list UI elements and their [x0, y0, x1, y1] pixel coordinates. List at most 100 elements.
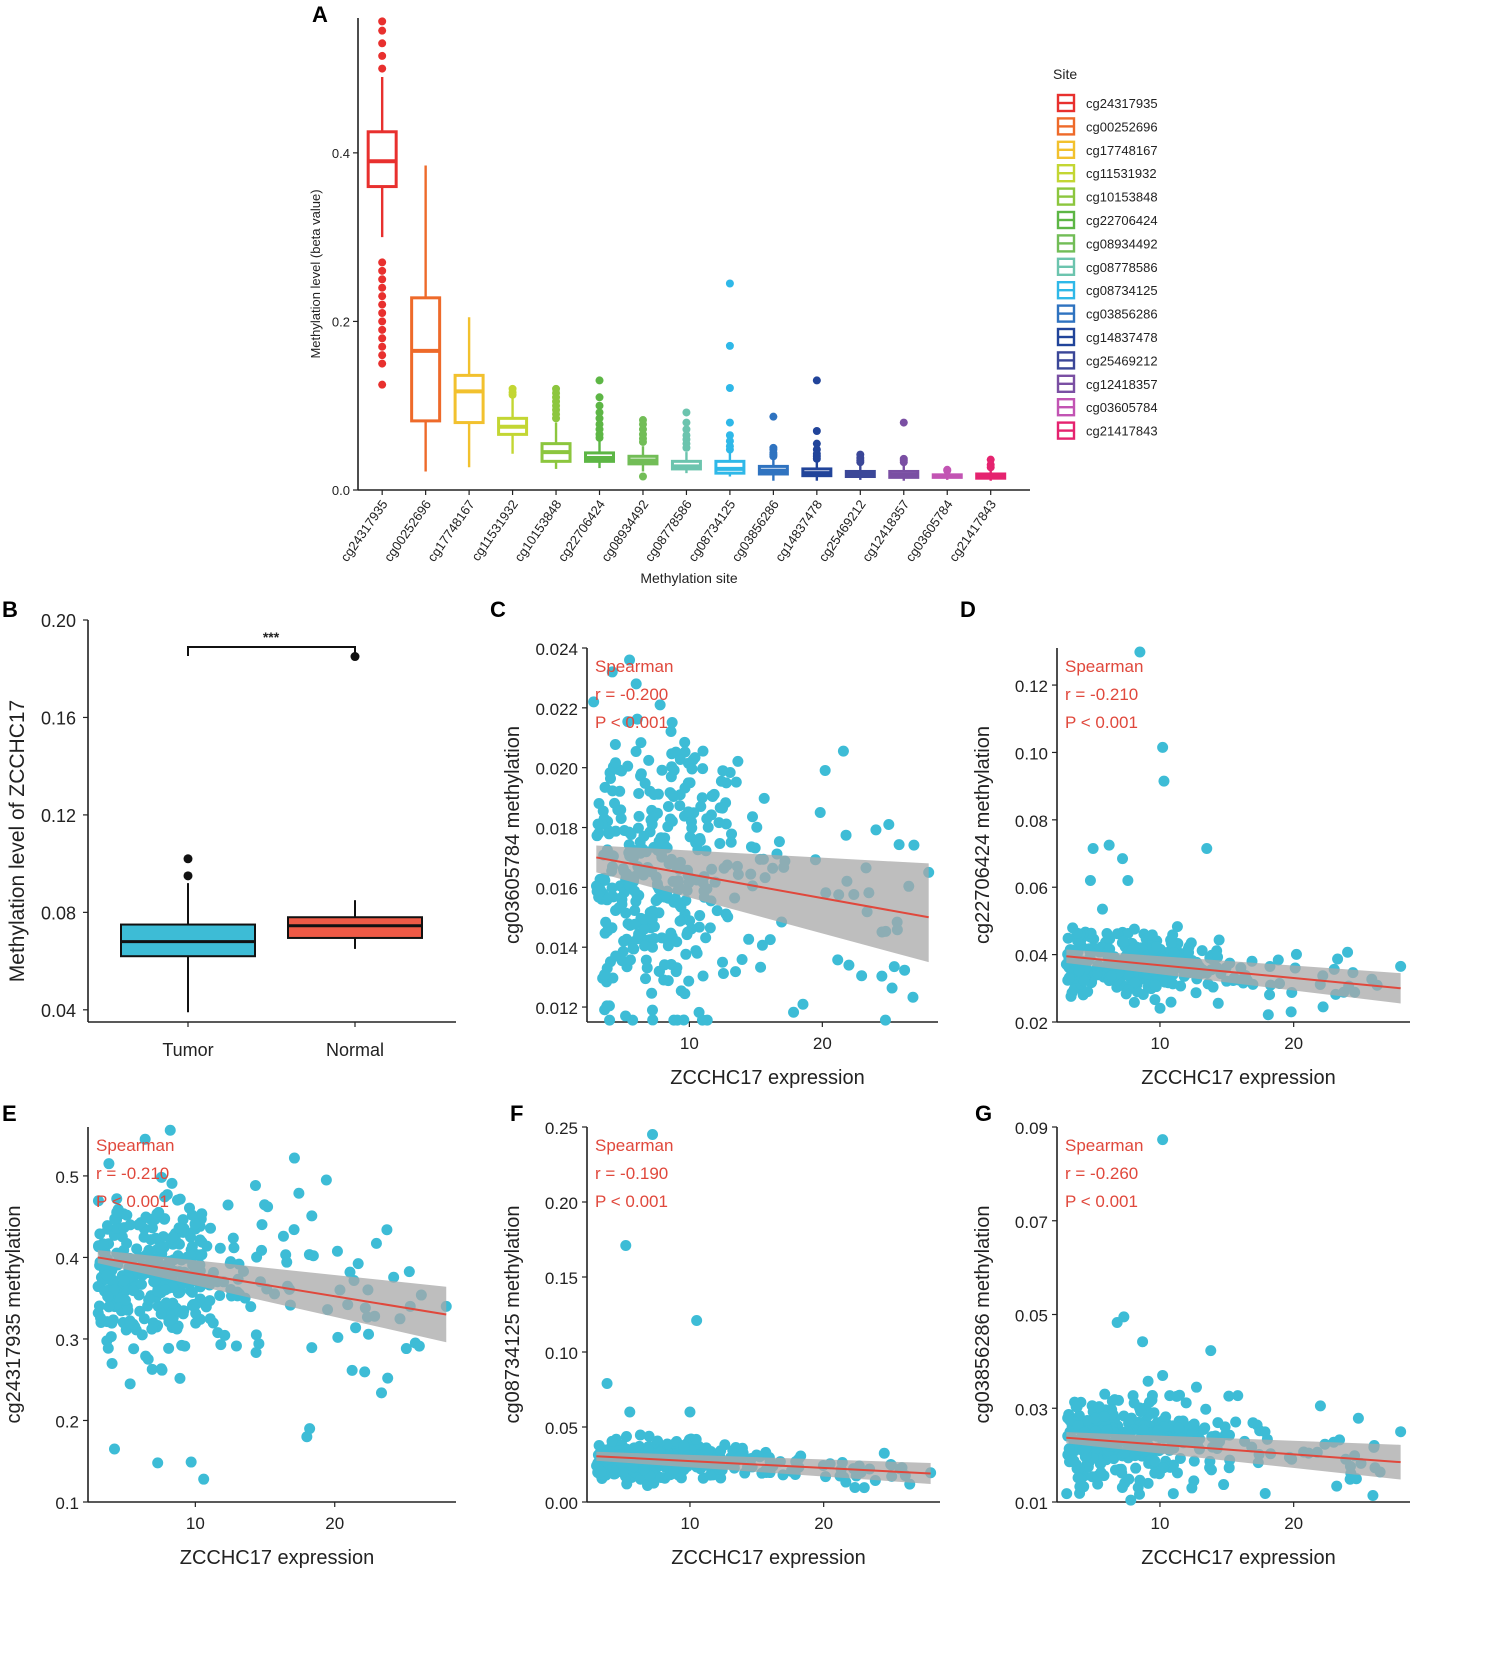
panel-c-point — [888, 961, 900, 973]
panel-g-point — [1108, 1453, 1120, 1465]
panel-a-outlier — [812, 376, 821, 385]
panel-f-point — [691, 1315, 703, 1326]
panel-c-annotation: r = -0.200 — [595, 685, 668, 704]
panel-c-point — [702, 821, 714, 833]
panel-e-point — [359, 1366, 371, 1378]
panel-e-xtick-label: 20 — [325, 1514, 344, 1533]
panel-e-point — [190, 1307, 202, 1319]
panel-c-point — [695, 801, 707, 813]
panel-a-outlier — [682, 408, 691, 417]
panel-c-x-label: ZCCHC17 expression — [670, 1067, 865, 1089]
panel-a-outlier — [378, 64, 387, 73]
panel-a-ytick-label: 0.2 — [332, 314, 350, 329]
panel-c-point — [638, 830, 650, 842]
panel-c-point — [679, 988, 691, 1000]
panel-d-point — [1171, 921, 1183, 933]
panel-c-point — [638, 914, 650, 926]
panel-c-point — [647, 1014, 659, 1026]
panel-c-point — [604, 1014, 616, 1026]
panel-a-outlier — [378, 380, 387, 389]
panel-label-c: C — [490, 597, 506, 622]
panel-d-point — [1128, 923, 1140, 935]
panel-e-point — [196, 1208, 208, 1220]
panel-e-x-label: ZCCHC17 expression — [180, 1547, 375, 1569]
panel-d-point — [1342, 946, 1354, 958]
panel-g-point — [1128, 1397, 1140, 1409]
legend-label: cg03605784 — [1086, 400, 1158, 415]
panel-d-point — [1146, 929, 1158, 941]
panel-c-point — [788, 1006, 800, 1018]
panel-e-point — [381, 1224, 393, 1236]
panel-f-point — [606, 1435, 618, 1447]
significance-bracket — [187, 646, 356, 656]
panel-g-point — [1064, 1414, 1076, 1426]
panel-g-point — [1223, 1390, 1235, 1402]
panel-c-point — [622, 760, 634, 772]
panel-c-point — [711, 905, 723, 917]
panel-e-point — [198, 1473, 210, 1485]
panel-f-point — [858, 1482, 870, 1494]
panel-a-outlier — [725, 341, 734, 350]
panel-c-point — [745, 841, 757, 853]
panel-e-point — [375, 1387, 387, 1399]
panel-e-ytick-label: 0.5 — [55, 1168, 79, 1187]
panel-d-confidence-band — [1066, 949, 1401, 1004]
panel-a-outlier — [378, 334, 387, 343]
panel-e-annotation: Spearman — [96, 1136, 174, 1155]
panel-c-point — [662, 800, 674, 812]
panel-d-point — [1106, 970, 1118, 982]
panel-a-outlier — [595, 393, 604, 402]
panel-c-ytick-label: 0.012 — [535, 999, 578, 1018]
legend-label: cg08934492 — [1086, 236, 1158, 251]
panel-e-point — [122, 1304, 134, 1316]
panel-c-annotation: P < 0.001 — [595, 713, 668, 732]
panel-d-point — [1131, 986, 1143, 998]
panel-b-box — [287, 916, 423, 939]
panel-a-ytick-label: 0.4 — [332, 146, 350, 161]
panel-d-point — [1126, 945, 1138, 957]
panel-a-box — [410, 296, 442, 423]
panel-g-point — [1137, 1424, 1149, 1436]
panel-c-ytick-label: 0.022 — [535, 700, 578, 719]
panel-g-point — [1149, 1455, 1161, 1467]
panel-a-y-label: Methylation level (beta value) — [308, 189, 323, 358]
panel-c-point — [690, 945, 702, 957]
panel-d-point — [1120, 988, 1132, 1000]
panel-f-ytick-label: 0.15 — [545, 1269, 578, 1288]
panel-b-ytick-label: 0.04 — [41, 1001, 76, 1021]
panel-c-point — [597, 805, 609, 817]
panel-f-point — [643, 1430, 655, 1442]
panel-e-point — [370, 1237, 382, 1249]
panel-e-point — [140, 1350, 152, 1362]
panel-c-point — [615, 812, 627, 824]
panel-g-point — [1157, 1134, 1169, 1146]
panel-c-point — [646, 987, 658, 999]
panel-d-y-label: cg22706424 methylation — [972, 726, 994, 944]
panel-c-point — [665, 725, 677, 737]
panel-d-annotation: P < 0.001 — [1065, 713, 1138, 732]
legend-label: cg17748167 — [1086, 143, 1158, 158]
panel-e-point — [140, 1211, 152, 1223]
panel-a-outlier — [595, 414, 604, 423]
panel-c-point — [797, 998, 809, 1010]
panel-f-point — [719, 1439, 731, 1451]
panel-f-ytick-label: 0.20 — [545, 1194, 578, 1213]
panel-e-point — [121, 1237, 133, 1249]
panel-e-point — [250, 1329, 262, 1341]
panel-f-point — [627, 1461, 639, 1473]
panel-f-point — [675, 1472, 687, 1484]
panel-e-point — [111, 1206, 123, 1218]
panel-f-point — [634, 1429, 646, 1441]
panel-f-point — [647, 1129, 659, 1140]
panel-c-point — [625, 828, 637, 840]
panel-c-point — [648, 789, 660, 801]
panel-c-point — [694, 835, 706, 847]
panel-e-point — [186, 1286, 198, 1298]
panel-d-point — [1078, 975, 1090, 987]
panel-e-point — [139, 1133, 151, 1145]
panel-a-outlier — [986, 463, 995, 472]
panel-c-point — [697, 745, 709, 757]
panel-g-point — [1188, 1455, 1200, 1467]
panel-f-point — [620, 1431, 632, 1443]
panel-c-y-label: cg03605784 methylation — [502, 726, 524, 944]
